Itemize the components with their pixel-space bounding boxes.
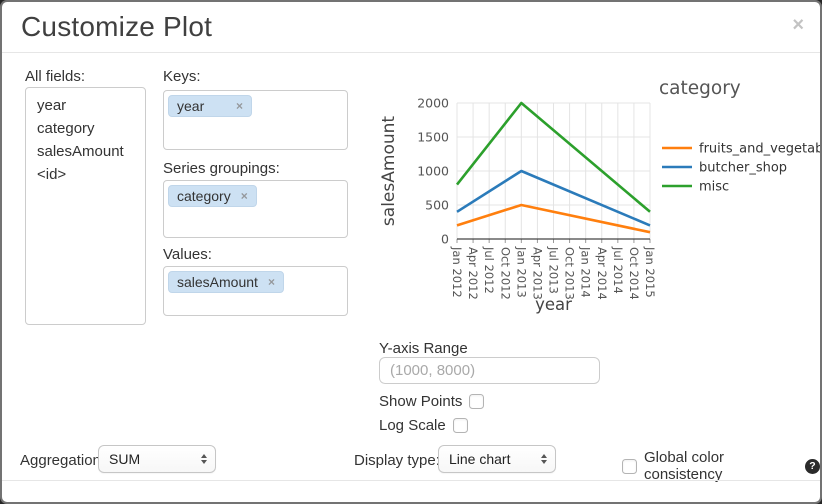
display-type-label: Display type:	[354, 452, 440, 469]
series-groupings-label: Series groupings:	[163, 160, 280, 177]
chart-line-butcher_shop	[456, 169, 651, 227]
keys-label: Keys:	[163, 68, 201, 85]
tag-remove-icon[interactable]: ×	[235, 99, 243, 113]
display-type-select[interactable]: Line chart	[438, 445, 556, 473]
y-tick-label: 1500	[417, 130, 449, 145]
log-scale-label: Log Scale	[379, 417, 446, 434]
global-color-row: Global color consistency ?	[622, 449, 820, 483]
legend-label-fruits_and_vegetables: fruits_and_vegetables	[699, 142, 822, 157]
series-groupings-dropzone[interactable]: category ×	[163, 180, 348, 238]
footer-divider	[2, 480, 820, 481]
values-dropzone[interactable]: salesAmount ×	[163, 266, 348, 316]
line-chart: Jan 2012 Apr 2012 Jul 2012 Oct 2012 Jan 2013…	[379, 78, 822, 314]
x-axis-title: year	[535, 295, 572, 314]
tag-remove-icon[interactable]: ×	[267, 275, 275, 289]
show-points-label: Show Points	[379, 393, 463, 410]
log-scale-row: Log Scale	[379, 417, 468, 434]
y-axis-range-label: Y-axis Range	[379, 340, 468, 357]
keys-dropzone[interactable]: year ×	[163, 90, 348, 150]
x-tick-label: Oct 2012	[498, 247, 512, 300]
key-tag-year[interactable]: year ×	[168, 95, 252, 117]
x-tick-label: Apr 2014	[595, 247, 609, 300]
x-tick-label: Jan 2014	[579, 246, 593, 298]
all-fields-label: All fields:	[25, 68, 86, 85]
x-tick-label: Oct 2014	[627, 247, 641, 300]
y-axis-title: salesAmount	[379, 116, 399, 226]
y-tick-label: 2000	[417, 96, 449, 111]
x-tick-label: Jan 2013	[514, 246, 528, 298]
field-item-salesamount[interactable]: salesAmount	[37, 143, 124, 160]
x-tick-label: Oct 2013	[563, 247, 577, 300]
x-tick-label: Apr 2012	[466, 247, 480, 300]
x-tick-label: Jan 2012	[450, 246, 464, 298]
stepper-icon	[541, 454, 547, 464]
x-tick-label: Jan 2015	[643, 246, 657, 298]
x-tick-label: Jul 2013	[547, 246, 561, 294]
legend-title: category	[659, 78, 741, 99]
stepper-icon	[201, 454, 207, 464]
global-color-label: Global color consistency	[644, 449, 725, 483]
display-type-value: Line chart	[449, 451, 511, 467]
x-tick-label: Jul 2012	[482, 246, 496, 294]
y-axis-range-input[interactable]	[379, 357, 600, 384]
values-label: Values:	[163, 246, 212, 263]
field-item-year[interactable]: year	[37, 97, 67, 114]
field-item-category[interactable]: category	[37, 120, 95, 137]
chart-line-misc	[455, 101, 651, 213]
value-tag-salesamount[interactable]: salesAmount ×	[168, 271, 284, 293]
y-tick-label: 500	[425, 198, 449, 213]
y-tick-label: 1000	[417, 164, 449, 179]
close-icon[interactable]: ×	[792, 14, 804, 36]
legend-label-misc: misc	[699, 180, 729, 195]
dialog-title: Customize Plot	[21, 11, 213, 42]
help-question-icon[interactable]: ?	[805, 458, 820, 474]
dialog-header: Customize Plot ×	[2, 2, 820, 53]
tag-label: salesAmount	[177, 274, 258, 290]
tag-remove-icon[interactable]: ×	[240, 189, 248, 203]
y-tick-label: 0	[441, 232, 449, 247]
chart-preview: Jan 2012 Apr 2012 Jul 2012 Oct 2012 Jan 2013…	[372, 58, 822, 343]
legend-label-butcher_shop: butcher_shop	[699, 161, 787, 176]
show-points-checkbox[interactable]	[469, 394, 485, 409]
aggregation-value: SUM	[109, 451, 141, 467]
log-scale-checkbox[interactable]	[452, 418, 468, 433]
show-points-row: Show Points	[379, 393, 485, 410]
tag-label: category	[177, 188, 231, 204]
x-tick-label: Jul 2014	[611, 246, 625, 294]
aggregation-select[interactable]: SUM	[98, 445, 216, 473]
x-tick-label: Apr 2013	[530, 247, 544, 300]
all-fields-list[interactable]: year category salesAmount <id>	[25, 87, 146, 325]
chart-line-fruits_and_vegetables	[456, 203, 651, 234]
tag-label: year	[177, 98, 205, 114]
global-color-checkbox[interactable]	[622, 458, 637, 474]
series-tag-category[interactable]: category ×	[168, 185, 257, 207]
aggregation-label: Aggregation:	[20, 452, 106, 469]
field-item-id[interactable]: <id>	[37, 166, 67, 183]
